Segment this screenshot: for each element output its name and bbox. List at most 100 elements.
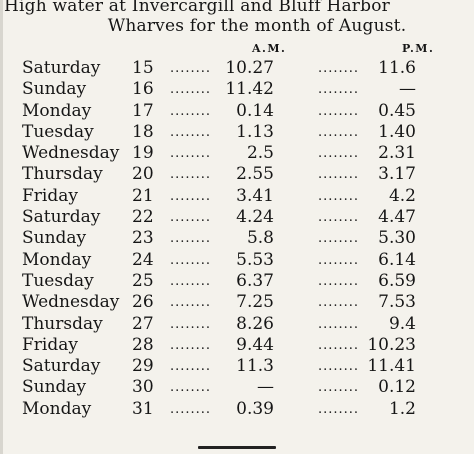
pm-time-cell: 6.59	[378, 270, 416, 291]
leader-dots: ........	[318, 337, 360, 353]
leader-dots: ........	[170, 124, 212, 140]
am-time-cell: 5.8	[246, 228, 274, 249]
table-row: Tuesday 18........ 1.13........ 1.40	[0, 122, 474, 143]
leader-dots: ........	[170, 146, 212, 162]
day-cell: Wednesday	[22, 292, 120, 313]
am-time-cell: 2.55	[236, 164, 274, 185]
table-row: Wednesday 26........ 7.25........ 7.53	[0, 292, 474, 313]
leader-dots: ........	[318, 167, 360, 183]
tide-table-heading: High water at Invercargill and Bluff Har…	[0, 0, 474, 36]
pm-time-cell: 4.47	[378, 207, 416, 228]
table-row: Sunday 16........ 11.42........ —	[0, 79, 474, 100]
leader-dots: ........	[318, 188, 360, 204]
leader-dots: ........	[170, 359, 212, 375]
pm-time-cell: 11.41	[367, 356, 416, 377]
table-row: Sunday 23........ 5.8........ 5.30	[0, 228, 474, 249]
leader-dots: ........	[318, 231, 360, 247]
page-edge	[0, 0, 3, 454]
day-cell: Sunday	[22, 377, 87, 398]
date-cell: 24	[132, 249, 154, 270]
table-row: Wednesday 19........ 2.5........ 2.31	[0, 143, 474, 164]
leader-dots: ........	[170, 210, 212, 226]
leader-dots: ........	[318, 316, 360, 332]
date-cell: 25	[132, 270, 154, 291]
am-time-cell: 6.37	[236, 270, 274, 291]
closing-rule	[198, 446, 276, 449]
date-cell: 29	[132, 356, 154, 377]
pm-time-cell: 0.45	[378, 100, 416, 121]
leader-dots: ........	[318, 210, 360, 226]
pm-time-cell: 0.12	[378, 377, 416, 398]
date-cell: 27	[132, 313, 154, 334]
am-time-cell: 8.26	[236, 313, 274, 334]
am-time-cell: 2.5	[246, 143, 274, 164]
day-cell: Sunday	[22, 228, 87, 249]
table-row: Saturday 22........ 4.24........ 4.47	[0, 207, 474, 228]
day-cell: Monday	[22, 398, 92, 419]
am-time-cell: 1.13	[236, 121, 274, 142]
date-cell: 19	[132, 143, 154, 164]
leader-dots: ........	[318, 273, 360, 289]
am-time-cell: 7.25	[236, 292, 274, 313]
pm-time-cell: —	[399, 79, 416, 100]
pm-time-cell: 10.23	[367, 334, 416, 355]
table-row: Monday 31........ 0.39........ 1.2	[0, 399, 474, 420]
date-cell: 23	[132, 228, 154, 249]
leader-dots: ........	[318, 124, 360, 140]
table-row: Monday 24........ 5.53........ 6.14	[0, 250, 474, 271]
day-cell: Friday	[22, 185, 78, 206]
pm-time-cell: 6.14	[378, 249, 416, 270]
pm-time-cell: 7.53	[378, 292, 416, 313]
day-cell: Saturday	[22, 58, 101, 78]
day-cell: Thursday	[22, 313, 103, 334]
leader-dots: ........	[170, 188, 212, 204]
leader-dots: ........	[170, 231, 212, 247]
day-cell: Monday	[22, 100, 92, 121]
leader-dots: ........	[318, 82, 360, 98]
tide-table: Saturday 15........ 10.27........ 11.6 Sunda…	[0, 58, 474, 420]
table-row: Saturday 29........ 11.3........ 11.41	[0, 356, 474, 377]
leader-dots: ........	[318, 252, 360, 268]
leader-dots: ........	[318, 103, 360, 119]
leader-dots: ........	[318, 61, 360, 76]
pm-time-cell: 2.31	[378, 143, 416, 164]
date-cell: 17	[132, 100, 154, 121]
pm-time-cell: 4.2	[388, 185, 416, 206]
table-row: Thursday 27........ 8.26........ 9.4	[0, 314, 474, 335]
heading-line-1: High water at Invercargill and Bluff Har…	[4, 0, 390, 16]
table-row: Saturday 15........ 10.27........ 11.6	[0, 58, 474, 79]
table-row: Monday 17........ 0.14........ 0.45	[0, 101, 474, 122]
day-cell: Monday	[22, 249, 92, 270]
table-row: Sunday 30........ —........ 0.12	[0, 377, 474, 398]
date-cell: 22	[132, 207, 154, 228]
table-row: Friday 28........ 9.44........ 10.23	[0, 335, 474, 356]
am-time-cell: 3.41	[236, 185, 274, 206]
date-cell: 26	[132, 292, 154, 313]
column-header-pm: P.M.	[402, 42, 435, 55]
leader-dots: ........	[170, 252, 212, 268]
leader-dots: ........	[170, 103, 212, 119]
day-cell: Tuesday	[22, 121, 94, 142]
pm-time-cell: 3.17	[378, 164, 416, 185]
am-time-cell: 9.44	[236, 334, 274, 355]
day-cell: Tuesday	[22, 270, 94, 291]
leader-dots: ........	[170, 337, 212, 353]
date-cell: 18	[132, 121, 154, 142]
date-cell: 21	[132, 185, 154, 206]
am-time-cell: 4.24	[236, 207, 274, 228]
day-cell: Wednesday	[22, 143, 120, 164]
leader-dots: ........	[170, 82, 212, 98]
day-cell: Saturday	[22, 356, 101, 377]
date-cell: 16	[132, 79, 154, 100]
pm-time-cell: 1.2	[388, 398, 416, 419]
am-time-cell: 11.42	[225, 79, 274, 100]
leader-dots: ........	[318, 295, 360, 311]
heading-line-2: Wharves for the month of August.	[107, 16, 407, 36]
leader-dots: ........	[318, 401, 360, 417]
leader-dots: ........	[170, 295, 212, 311]
pm-time-cell: 9.4	[388, 313, 416, 334]
leader-dots: ........	[170, 61, 212, 76]
leader-dots: ........	[170, 316, 212, 332]
day-cell: Sunday	[22, 79, 87, 100]
leader-dots: ........	[170, 401, 212, 417]
